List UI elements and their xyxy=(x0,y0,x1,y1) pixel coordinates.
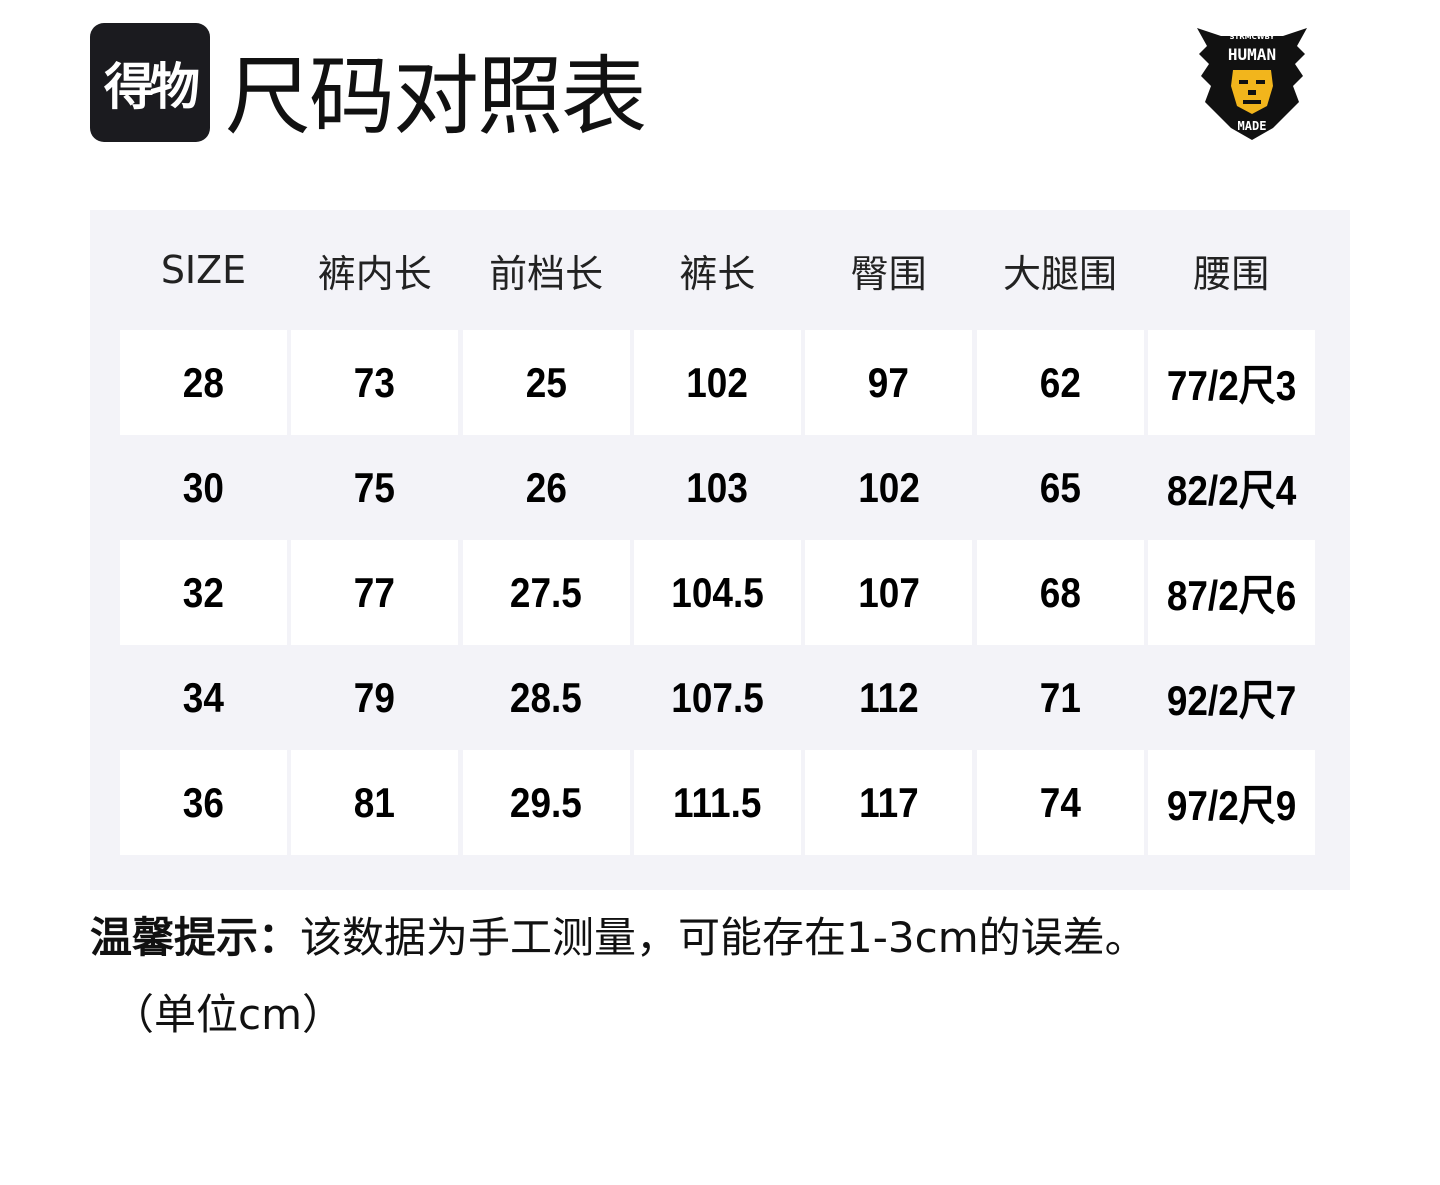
table-cell: 97/2尺9 xyxy=(1147,750,1315,855)
table-cell: 107.5 xyxy=(634,645,801,750)
cell-value: 74 xyxy=(1039,778,1081,826)
cell-value: 62 xyxy=(1039,358,1081,406)
column-header: 裤内长 xyxy=(317,251,432,296)
table-cell: 73 xyxy=(291,330,459,435)
table-cell: 36 xyxy=(120,750,287,855)
table-cell: 30 xyxy=(120,435,287,540)
cell-value: 104.5 xyxy=(671,568,764,616)
cell-value: 117 xyxy=(858,778,919,826)
table-cell: 102 xyxy=(633,330,801,435)
table-cell: 32 xyxy=(120,540,287,645)
cell-value: 73 xyxy=(354,358,396,406)
column-header: SIZE xyxy=(160,248,247,292)
table-cell: 104.5 xyxy=(633,540,801,645)
human-made-logo: STRMCWBY HUMAN MADE xyxy=(1197,28,1307,140)
table-cell: 107 xyxy=(805,540,973,645)
cell-value: 97/2尺9 xyxy=(1166,782,1297,829)
table-cell: 28 xyxy=(120,330,287,435)
note-label: 温馨提示： xyxy=(90,913,301,962)
note: 温馨提示：该数据为手工测量，可能存在1-3cm的误差。 xyxy=(90,908,1147,968)
table-cell: 81 xyxy=(291,750,459,855)
table-cell: 79 xyxy=(291,645,458,750)
column-header: 臀围 xyxy=(850,251,927,296)
table-cell: 112 xyxy=(805,645,972,750)
cell-value: 107.5 xyxy=(671,673,764,721)
cell-value: 28.5 xyxy=(510,673,583,721)
cell-value: 77/2尺3 xyxy=(1166,362,1297,409)
cell-value: 111.5 xyxy=(673,778,762,826)
logo-text: 得物 xyxy=(104,57,200,116)
column-header: 腰围 xyxy=(1193,251,1270,296)
dewu-logo: 得物 xyxy=(90,23,210,142)
cell-value: 25 xyxy=(525,358,567,406)
column-header: 大腿围 xyxy=(1002,251,1117,296)
table-cell: 92/2尺7 xyxy=(1148,645,1315,750)
table-cell: 77/2尺3 xyxy=(1147,330,1315,435)
column-header: 前档长 xyxy=(489,251,604,296)
note-text: 该数据为手工测量，可能存在1-3cm的误差。 xyxy=(300,913,1147,962)
cell-value: 29.5 xyxy=(510,778,583,826)
cell-value: 34 xyxy=(182,673,225,721)
table-cell: 77 xyxy=(291,540,459,645)
table-cell: 62 xyxy=(976,330,1144,435)
svg-text:HUMAN: HUMAN xyxy=(1228,45,1276,64)
table-cell: 65 xyxy=(977,435,1144,540)
cell-value: 77 xyxy=(354,568,396,616)
size-table: SIZE 裤内长 前档长 裤长 臀围 大腿围 腰围 28 73 25 102 97 62 77/2尺3 30… xyxy=(90,210,1350,890)
table-cell: 102 xyxy=(805,435,972,540)
table-cell: 71 xyxy=(977,645,1144,750)
cell-value: 27.5 xyxy=(510,568,583,616)
cell-value: 81 xyxy=(354,778,396,826)
cell-value: 107 xyxy=(857,568,920,616)
table-cell: 103 xyxy=(634,435,801,540)
table-cell: 97 xyxy=(805,330,973,435)
unit-note: （单位cm） xyxy=(112,990,345,1039)
cell-value: 36 xyxy=(182,778,225,826)
cell-value: 79 xyxy=(354,673,396,721)
cell-value: 97 xyxy=(868,358,910,406)
table-cell: 27.5 xyxy=(462,540,630,645)
table-cell: 82/2尺4 xyxy=(1148,435,1315,540)
table-cell: 25 xyxy=(462,330,630,435)
table-cell: 87/2尺6 xyxy=(1147,540,1315,645)
cell-value: 65 xyxy=(1039,463,1081,511)
table-cell: 34 xyxy=(120,645,287,750)
cell-value: 30 xyxy=(182,463,225,511)
page-title: 尺码对照表 xyxy=(225,47,647,147)
cell-value: 32 xyxy=(182,568,225,616)
table-cell: 74 xyxy=(976,750,1144,855)
cell-value: 68 xyxy=(1039,568,1081,616)
cell-value: 28 xyxy=(182,358,225,406)
cell-value: 102 xyxy=(857,463,920,511)
cell-value: 26 xyxy=(525,463,567,511)
svg-text:MADE: MADE xyxy=(1238,119,1267,133)
table-cell: 26 xyxy=(463,435,630,540)
svg-text:STRMCWBY: STRMCWBY xyxy=(1229,33,1275,41)
column-header: 裤长 xyxy=(679,251,756,296)
table-cell: 75 xyxy=(291,435,458,540)
table-cell: 111.5 xyxy=(633,750,801,855)
table-cell: 29.5 xyxy=(462,750,630,855)
cell-value: 87/2尺6 xyxy=(1166,572,1297,619)
table-cell: 28.5 xyxy=(463,645,630,750)
cell-value: 112 xyxy=(858,673,919,721)
cell-value: 71 xyxy=(1039,673,1081,721)
cell-value: 92/2尺7 xyxy=(1166,677,1297,724)
cell-value: 82/2尺4 xyxy=(1166,467,1297,514)
table-cell: 117 xyxy=(805,750,973,855)
cell-value: 102 xyxy=(686,358,749,406)
cell-value: 103 xyxy=(686,463,749,511)
cell-value: 75 xyxy=(354,463,396,511)
table-cell: 68 xyxy=(976,540,1144,645)
